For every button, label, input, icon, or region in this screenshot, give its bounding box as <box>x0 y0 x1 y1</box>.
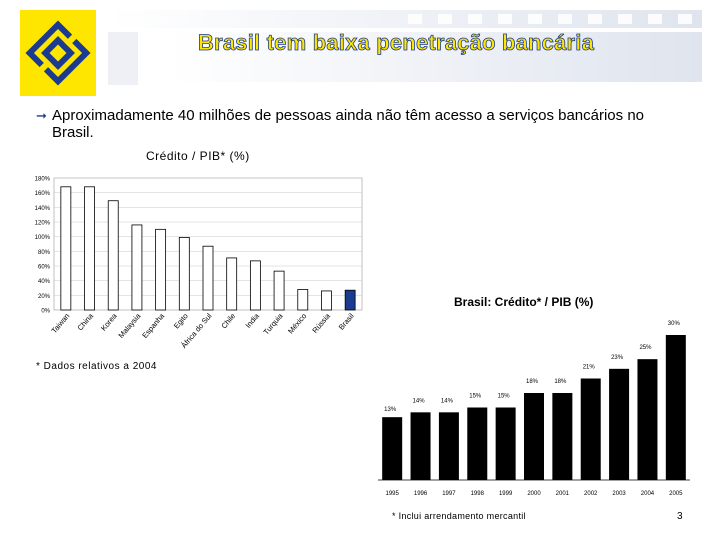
page-number: 3 <box>677 511 683 522</box>
chart2-bar-1996 <box>410 412 431 480</box>
chart1-x-label: Chile <box>219 312 237 331</box>
chart1-bar-india <box>249 260 261 311</box>
chart1-bar-turquia <box>273 270 285 311</box>
chart2-bar-2002 <box>580 378 601 480</box>
chart2-x-label: 1996 <box>414 491 428 497</box>
chart1-footnote: * Dados relativos a 2004 <box>36 361 157 372</box>
chart1-x-label: Malaysia <box>117 311 143 340</box>
chart1-x-label: Egito <box>172 312 190 331</box>
chart1-y-tick: 80% <box>38 250 51 256</box>
chart1-y-tick: 140% <box>35 206 51 212</box>
chart2-value-label: 21% <box>583 365 596 371</box>
bullet-text: Aproximadamente 40 milhões de pessoas ai… <box>52 107 645 141</box>
chart2-x-label: 2003 <box>612 491 626 497</box>
chart1-bar-brasil <box>344 289 356 311</box>
chart2-bar-2004 <box>637 359 658 480</box>
chart2-bar-2005 <box>665 335 686 480</box>
chart1-y-tick: 60% <box>38 265 51 271</box>
chart1-x-label: Brasil <box>337 311 356 331</box>
chart2-x-label: 1997 <box>442 491 456 497</box>
chart2-footnote: * Inclui arrendamento mercantil <box>392 511 526 521</box>
chart2-value-label: 15% <box>469 394 482 400</box>
chart1-bar--frica-do-sul <box>202 245 214 311</box>
chart1-bar-malaysia <box>131 224 143 311</box>
chart2-value-label: 14% <box>413 398 426 404</box>
chart2-x-label: 2005 <box>669 491 683 497</box>
chart1-bar-taiwan <box>60 186 72 311</box>
chart1-bar-korea <box>107 200 119 311</box>
chart2-x-label: 2000 <box>527 491 541 497</box>
chart1-x-label: Korea <box>99 311 119 333</box>
brazil-credit-gdp-chart: 13% 1995 14% 1996 14% 1997 15% 1998 15% 1999 18% 20… <box>378 321 690 497</box>
chart1-x-label: Rússia <box>310 311 332 335</box>
chart1-y-tick: 0% <box>41 309 50 315</box>
chart2-x-label: 2002 <box>584 491 598 497</box>
chart1-bar-r-ssia <box>321 290 332 311</box>
header-decoration <box>108 10 702 85</box>
credit-gdp-countries-chart: 0% 20% 40% 60% 80% 100% 120% 140% 160% 180% Taiwan… <box>35 177 363 350</box>
chart1-y-tick: 40% <box>38 279 51 285</box>
chart2-bar-2001 <box>552 393 573 480</box>
chart2-bar-2003 <box>609 368 630 480</box>
chart1-y-tick: 100% <box>35 235 51 241</box>
chart1-bar-china <box>84 186 95 311</box>
chart2-value-label: 13% <box>384 407 397 413</box>
chart1-x-label: Turquia <box>262 311 286 337</box>
page-title: Brasil tem baixa penetração bancária <box>198 30 595 56</box>
chart2-value-label: 25% <box>639 345 652 351</box>
chart2-x-label: 1999 <box>499 491 513 497</box>
chart2-x-label: 2001 <box>556 491 570 497</box>
chart2-x-label: 1995 <box>386 491 400 497</box>
chart1-y-tick: 160% <box>35 191 51 197</box>
chart1-bar-chile <box>226 257 238 311</box>
chart1-y-tick: 180% <box>35 177 51 183</box>
chart1-y-tick: 20% <box>38 294 51 300</box>
chart1-x-label: India <box>244 311 262 330</box>
chart2-value-label: 18% <box>526 379 539 385</box>
chart2-bar-2000 <box>524 393 544 480</box>
chart2-bar-1998 <box>467 407 488 480</box>
banco-do-brasil-logo <box>20 10 96 96</box>
chart2-bar-1999 <box>495 407 516 480</box>
chart1-bar-egito <box>178 237 190 311</box>
chart2-value-label: 30% <box>668 321 681 327</box>
chart2-value-label: 18% <box>554 379 567 385</box>
chart2-value-label: 23% <box>611 355 624 361</box>
chart1-title: Crédito / PIB* (%) <box>146 149 250 163</box>
chart1-bar-espanha <box>155 228 167 311</box>
bullet-arrow-icon: ➞ <box>36 108 47 123</box>
chart1-x-label: Taiwan <box>49 312 71 336</box>
chart1-x-label: China <box>76 311 96 332</box>
chart2-x-label: 1998 <box>471 491 485 497</box>
chart2-bar-1995 <box>382 417 403 480</box>
chart2-title: Brasil: Crédito* / PIB (%) <box>454 295 594 309</box>
chart1-bar-m-xico <box>297 289 309 311</box>
chart2-value-label: 14% <box>441 398 454 404</box>
chart2-value-label: 15% <box>498 394 511 400</box>
chart1-x-label: México <box>286 312 308 336</box>
chart2-bar-1997 <box>438 412 459 480</box>
chart1-x-label: Espanha <box>140 311 166 340</box>
chart2-x-label: 2004 <box>641 491 655 497</box>
chart1-y-tick: 120% <box>35 221 51 227</box>
